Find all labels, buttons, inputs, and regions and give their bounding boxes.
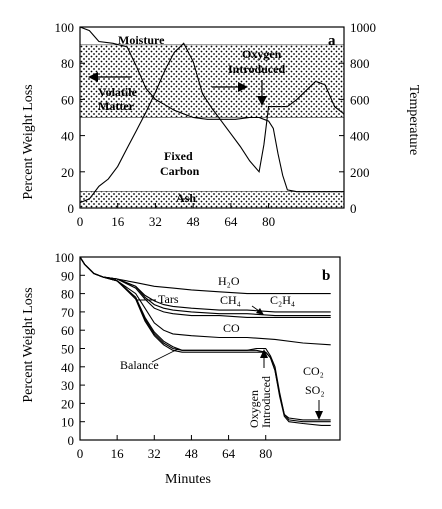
b-series-line-0 [79, 256, 331, 295]
a-oxygen-arrow [212, 82, 248, 92]
b-label-so2: SO₂ [305, 383, 325, 397]
a-region-3 [80, 191, 344, 208]
a-oxygen-down-arrow [257, 80, 267, 106]
a-y-axis-title-right: Temperature [406, 85, 421, 156]
b-y-tick-label: 100 [55, 250, 75, 265]
a-y-right-tick-label: 200 [350, 165, 370, 180]
b-label-co: CO [223, 321, 240, 335]
a-x-tick-label: 48 [187, 214, 200, 229]
b-series [79, 256, 331, 426]
b-label-tars: Tars [158, 292, 179, 306]
a-series-line-0 [79, 26, 344, 193]
b-x-tick-label: 16 [111, 446, 125, 461]
b-label-co2: CO₂ [303, 364, 324, 378]
a-label-volatile-2: Matter [98, 99, 135, 113]
a-region-0 [80, 27, 344, 46]
panel-b: 0 16 32 48 64 80 0 10 20 30 40 50 60 70 80 90 100 b Per… [21, 250, 341, 487]
b-label-oxygen-2: Introduced [259, 376, 273, 428]
a-label-fixed-1: Fixed [164, 149, 193, 163]
panel-a: 0 16 32 48 64 80 0 20 40 60 80 100 0 200 400 600 800 10… [21, 20, 421, 229]
b-x-ticks: 0 16 32 48 64 80 [77, 435, 272, 461]
b-balance-pointer [151, 348, 179, 363]
b-oxygen-arrow [260, 349, 268, 368]
b-y-tick-label: 50 [61, 342, 74, 357]
b-label-oxygen-1: Oxygen [247, 390, 261, 428]
b-y-axis-title: Percent Weight Loss [21, 287, 36, 402]
a-y-tick-label: 100 [55, 20, 75, 35]
a-label-volatile-1: Volatile [98, 85, 138, 99]
a-regions [80, 27, 344, 209]
b-series-line-7 [79, 256, 331, 421]
b-y-tick-label: 60 [61, 323, 74, 338]
a-panel-letter: a [328, 33, 336, 49]
a-plot-frame [79, 26, 345, 209]
a-region-2 [80, 117, 344, 192]
b-y-tick-label: 80 [61, 287, 74, 302]
b-y-tick-label: 90 [61, 268, 74, 283]
a-y-tick-label: 60 [61, 92, 74, 107]
b-x-tick-label: 80 [259, 446, 272, 461]
a-y-right-tick-label: 1000 [350, 20, 376, 35]
b-x-tick-label: 64 [222, 446, 236, 461]
a-label-fixed-2: Carbon [160, 164, 200, 178]
b-plot-frame [79, 256, 341, 441]
b-label-h2o: H₂O [218, 274, 240, 288]
b-y-tick-label: 40 [61, 360, 74, 375]
a-series [79, 26, 345, 204]
a-x-ticks: 0 16 32 48 64 80 [77, 203, 275, 229]
a-region-1 [80, 45, 344, 118]
a-x-tick-label: 64 [224, 214, 238, 229]
a-y-right-tick-label: 400 [350, 129, 370, 144]
b-x-tick-label: 48 [185, 446, 198, 461]
a-x-tick-label: 32 [149, 214, 162, 229]
a-x-tick-label: 16 [111, 214, 125, 229]
a-volatile-arrow [88, 72, 132, 82]
a-y-tick-label: 0 [68, 201, 75, 216]
b-y-ticks: 0 10 20 30 40 50 60 70 80 90 100 [55, 250, 85, 448]
b-x-tick-label: 0 [77, 446, 84, 461]
b-y-tick-label: 70 [61, 305, 74, 320]
a-y-right-tick-label: 0 [350, 201, 357, 216]
a-y-ticks: 0 20 40 60 80 100 [55, 20, 85, 216]
a-label-ash: Ash [176, 191, 196, 205]
a-series-line-1 [79, 42, 345, 204]
a-label-oxygen-1: Oxygen [242, 47, 282, 61]
b-label-balance: Balance [120, 358, 159, 372]
b-label-ch4: CH₄ [220, 293, 241, 307]
b-panel-letter: b [322, 268, 330, 284]
a-y-ticks-right: 0 200 400 600 800 1000 [339, 20, 376, 216]
a-y-right-tick-label: 600 [350, 92, 370, 107]
a-y-tick-label: 80 [61, 56, 74, 71]
a-x-tick-label: 0 [77, 214, 84, 229]
b-so2-arrow [315, 400, 323, 420]
a-y-right-tick-label: 800 [350, 56, 370, 71]
a-x-tick-label: 80 [262, 214, 275, 229]
b-ch4-pointer [251, 305, 264, 315]
b-y-tick-label: 0 [68, 433, 75, 448]
a-y-tick-label: 20 [61, 165, 74, 180]
b-label-c2h4: C₂H₄ [270, 293, 295, 307]
a-label-oxygen-2: Introduced [228, 62, 285, 76]
b-x-tick-label: 32 [148, 446, 161, 461]
b-series-line-3 [79, 256, 331, 318]
b-y-tick-label: 30 [61, 378, 74, 393]
a-y-axis-title: Percent Weight Loss [21, 84, 36, 199]
a-y-tick-label: 40 [61, 129, 74, 144]
a-label-moisture: Moisture [118, 33, 165, 47]
b-x-axis-title: Minutes [165, 472, 211, 487]
b-y-tick-label: 10 [61, 415, 74, 430]
b-y-tick-label: 20 [61, 396, 74, 411]
